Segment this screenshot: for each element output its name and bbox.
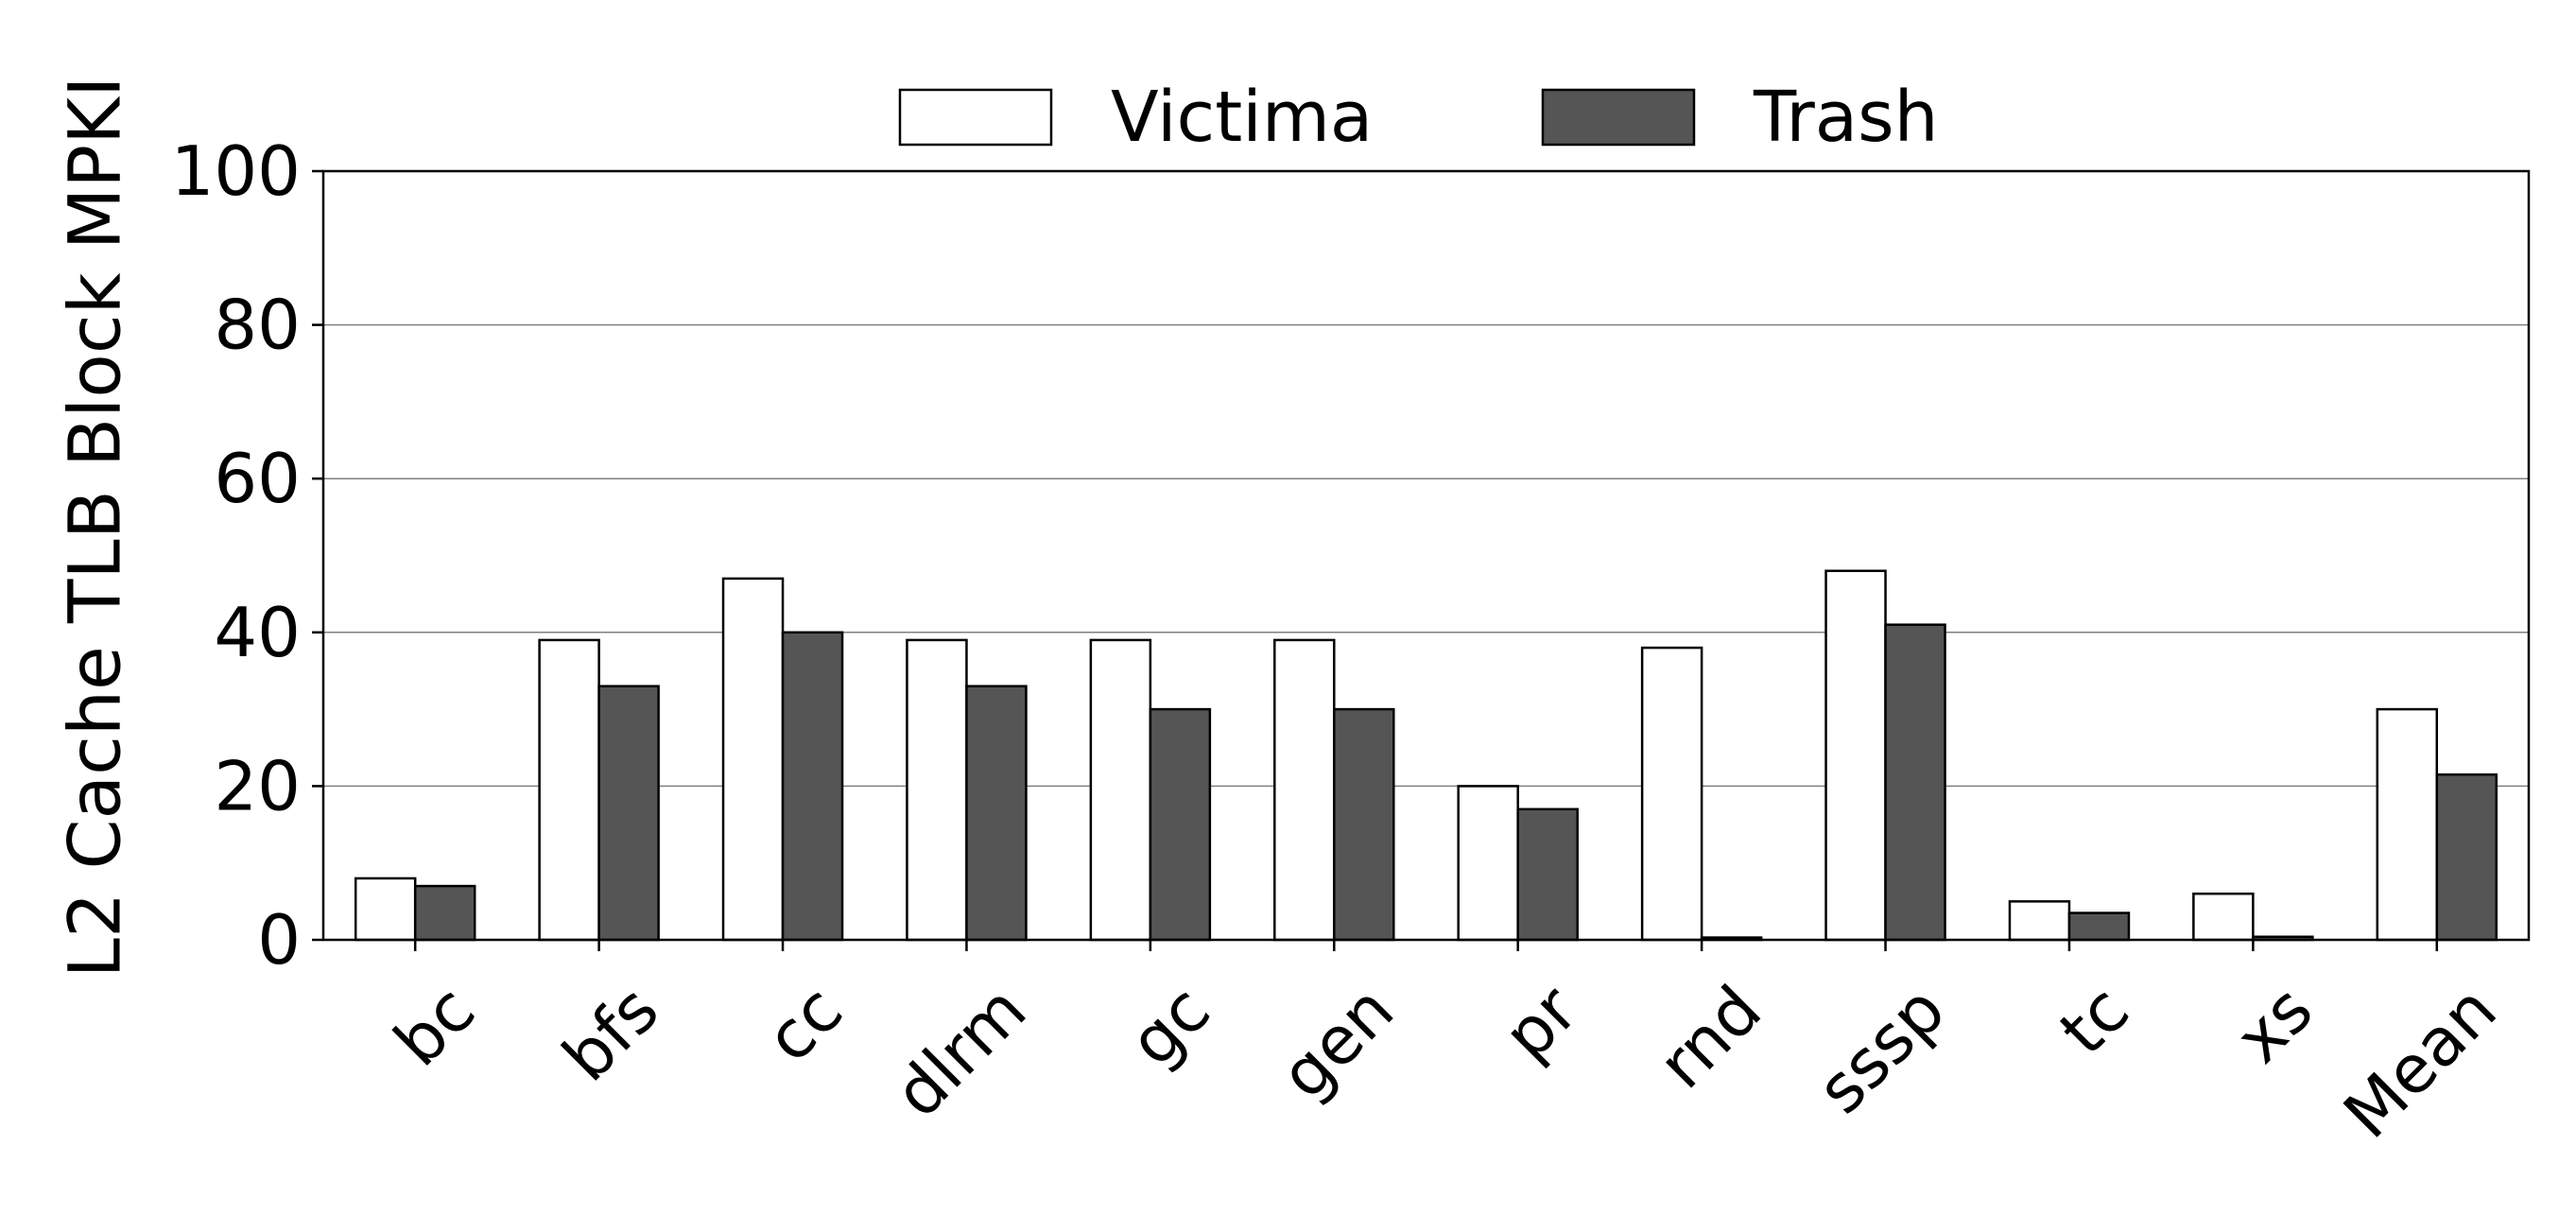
bar-victima-pr: [1457, 785, 1519, 942]
x-tick-label-rnd: rnd: [1644, 971, 1776, 1103]
bar-victima-tc: [2008, 900, 2071, 942]
bar-trash-gc: [1149, 707, 1212, 942]
legend-label-trash: Trash: [1753, 77, 1939, 158]
y-tick-label-20: 20: [214, 746, 301, 825]
legend-swatch-trash: [1541, 88, 1696, 147]
bar-victima-gc: [1089, 638, 1152, 942]
x-tick-label-dlrm: dlrm: [879, 971, 1041, 1133]
y-axis-label: L2 Cache TLB Block MPKI: [53, 77, 137, 979]
bar-victima-sssp: [1824, 569, 1887, 942]
bar-trash-sssp: [1884, 623, 1946, 942]
legend-label-victima: Victima: [1111, 77, 1373, 158]
bar-victima-rnd: [1640, 646, 1703, 942]
plot-frame: [321, 169, 2531, 942]
bar-victima-cc: [721, 577, 785, 942]
bar-victima-bfs: [538, 638, 600, 942]
y-axis-ticks: 0 20 40 60 80 100: [171, 131, 323, 980]
bars: [354, 569, 2498, 942]
bar-trash-pr: [1516, 807, 1579, 942]
y-tick-label-0: 0: [257, 900, 301, 980]
bar-victima-mean: [2376, 707, 2439, 942]
x-tick-label-cc: cc: [751, 971, 856, 1077]
bar-trash-bc: [413, 884, 476, 942]
x-tick-label-gen: gen: [1266, 971, 1409, 1114]
bar-victima-dlrm: [906, 638, 968, 942]
bar-trash-bfs: [597, 685, 660, 942]
x-tick-label-bc: bc: [379, 971, 490, 1082]
y-tick-label-40: 40: [214, 593, 301, 672]
bar-trash-gen: [1333, 707, 1395, 942]
x-tick-label-gc: gc: [1115, 971, 1225, 1082]
x-tick-label-sssp: sssp: [1803, 971, 1961, 1129]
bar-trash-tc: [2067, 911, 2131, 942]
x-axis-ticks: bc bfs cc dlrm gc gen pr rnd sssp tc xs Mean: [379, 940, 2512, 1154]
x-tick-label-bfs: bfs: [548, 971, 674, 1097]
bar-victima-gen: [1273, 638, 1336, 942]
legend-swatch-victima: [898, 88, 1053, 147]
x-tick-label-mean: Mean: [2329, 971, 2512, 1154]
x-tick-label-xs: xs: [2221, 971, 2327, 1078]
x-tick-label-tc: tc: [2045, 971, 2144, 1070]
axes: [321, 169, 2531, 942]
legend: Victima Trash: [898, 77, 1939, 158]
y-tick-label-100: 100: [171, 131, 301, 211]
x-tick-label-pr: pr: [1489, 971, 1593, 1075]
bar-victima-xs: [2192, 892, 2255, 942]
grid-lines: [323, 323, 2529, 788]
y-tick-label-80: 80: [214, 286, 301, 365]
bar-victima-bc: [354, 877, 417, 942]
bar-trash-mean: [2435, 772, 2498, 942]
bar-trash-cc: [781, 631, 844, 942]
y-tick-label-60: 60: [214, 439, 301, 518]
bar-trash-dlrm: [965, 685, 1028, 942]
